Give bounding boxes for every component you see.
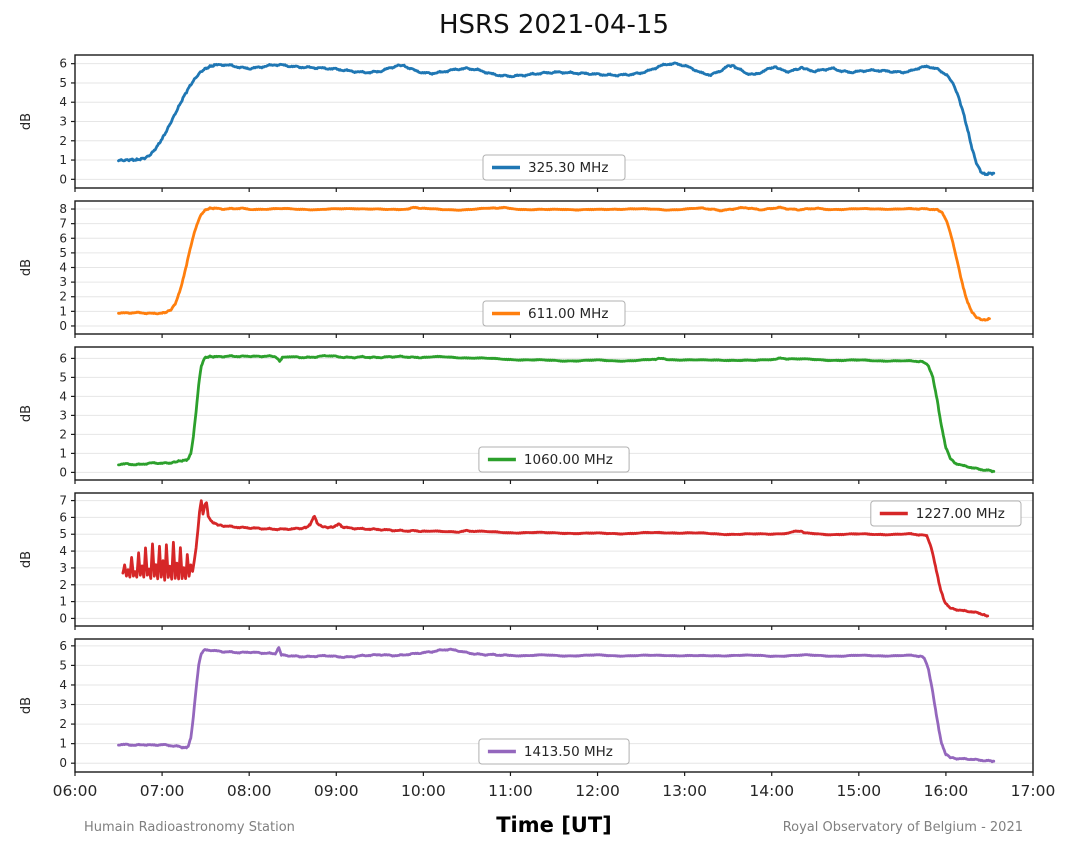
y-tick-label: 5 [59,527,67,541]
y-tick-label: 8 [59,202,67,216]
y-tick-label: 5 [59,370,67,384]
y-axis: 0 1 2 3 4 5 6 7 [59,494,75,625]
y-tick-label: 3 [59,561,67,575]
series-line [117,205,991,322]
x-ticks [74,480,1034,484]
axes-frame [74,346,1034,481]
y-tick-label: 4 [59,261,67,275]
x-tick-label: 09:00 [314,782,359,800]
x-ticks [74,334,1034,338]
y-tick-label: 4 [59,95,67,109]
x-tick-label: 13:00 [662,782,707,800]
y-axis-label: dB [19,697,34,714]
y-tick-label: 2 [59,290,67,304]
y-tick-label: 1 [59,737,67,751]
x-tick-label: 08:00 [227,782,272,800]
y-tick-label: 2 [59,134,67,148]
footer-station-label: Humain Radioastronomy Station [84,820,295,835]
x-tick-label: 15:00 [836,782,881,800]
y-axis-label: dB [19,259,34,276]
y-tick-label: 6 [59,231,67,245]
y-tick-label: 1 [59,595,67,609]
series-line [117,61,996,177]
x-tick-label: 11:00 [488,782,533,800]
panel-5: 0 1 2 3 4 5 6 dB 1413.50 MHz [19,638,1034,776]
series-line [117,646,996,764]
legend-label: 325.30 MHz [528,160,608,176]
panel-3: 0 1 2 3 4 5 6 dB 1060.00 MHz [19,346,1034,484]
y-axis: 0 1 2 3 4 5 6 [59,639,75,770]
panel-1: 0 1 2 3 4 5 6 dB 325.30 MHz [19,54,1034,192]
series-line [121,499,990,618]
y-tick-label: 4 [59,389,67,403]
y-tick-label: 3 [59,698,67,712]
series-line [117,354,996,474]
y-axis: 0 1 2 3 4 5 6 [59,351,75,479]
legend-label: 1060.00 MHz [524,452,613,468]
x-tick-label: 17:00 [1011,782,1056,800]
legend: 611.00 MHz [482,300,626,327]
y-axis-label: dB [19,405,34,422]
y-tick-label: 5 [59,76,67,90]
axes-frame [74,492,1034,627]
y-tick-label: 5 [59,658,67,672]
y-tick-label: 6 [59,351,67,365]
x-axis-label: Time [UT] [496,813,612,837]
y-tick-label: 7 [59,217,67,231]
y-tick-label: 4 [59,544,67,558]
y-tick-label: 6 [59,510,67,524]
panel-4: 0 1 2 3 4 5 6 7 dB 1227.00 MHz [19,492,1034,630]
y-tick-label: 0 [59,465,67,479]
y-tick-label: 6 [59,57,67,71]
x-tick-label: 12:00 [575,782,620,800]
y-tick-label: 3 [59,275,67,289]
x-tick-labels: 06:00 07:00 08:00 09:00 10:00 11:00 12:00 13:00… [53,782,1056,800]
footer-observatory-label: Royal Observatory of Belgium - 2021 [782,820,1023,835]
legend: 1227.00 MHz [870,500,1022,527]
y-tick-label: 2 [59,717,67,731]
legend-label: 1413.50 MHz [524,744,613,760]
y-tick-label: 0 [59,172,67,186]
axes-frame [74,638,1034,773]
x-ticks [74,772,1034,776]
y-tick-label: 0 [59,756,67,770]
gridlines [75,500,1033,619]
y-tick-label: 4 [59,678,67,692]
legend: 1060.00 MHz [478,446,630,473]
y-tick-label: 3 [59,115,67,129]
y-tick-label: 5 [59,246,67,260]
y-tick-label: 0 [59,611,67,625]
y-tick-label: 1 [59,153,67,167]
x-ticks [74,626,1034,630]
y-tick-label: 3 [59,408,67,422]
x-tick-label: 10:00 [401,782,446,800]
y-tick-label: 2 [59,578,67,592]
y-tick-label: 1 [59,304,67,318]
x-tick-label: 16:00 [924,782,969,800]
y-axis-label: dB [19,551,34,568]
legend: 325.30 MHz [482,154,626,181]
y-tick-label: 0 [59,319,67,333]
legend: 1413.50 MHz [478,738,630,765]
x-tick-label: 07:00 [140,782,185,800]
x-tick-label: 06:00 [53,782,98,800]
legend-label: 611.00 MHz [528,306,608,322]
gridlines [75,63,1033,180]
chart-title: HSRS 2021-04-15 [439,10,669,40]
legend-label: 1227.00 MHz [916,506,1005,522]
y-tick-label: 6 [59,639,67,653]
x-ticks [74,188,1034,192]
x-tick-label: 14:00 [749,782,794,800]
y-tick-label: 7 [59,494,67,508]
y-axis: 0 1 2 3 4 5 6 [59,57,75,186]
y-tick-label: 2 [59,427,67,441]
y-axis-label: dB [19,113,34,130]
y-tick-label: 1 [59,446,67,460]
